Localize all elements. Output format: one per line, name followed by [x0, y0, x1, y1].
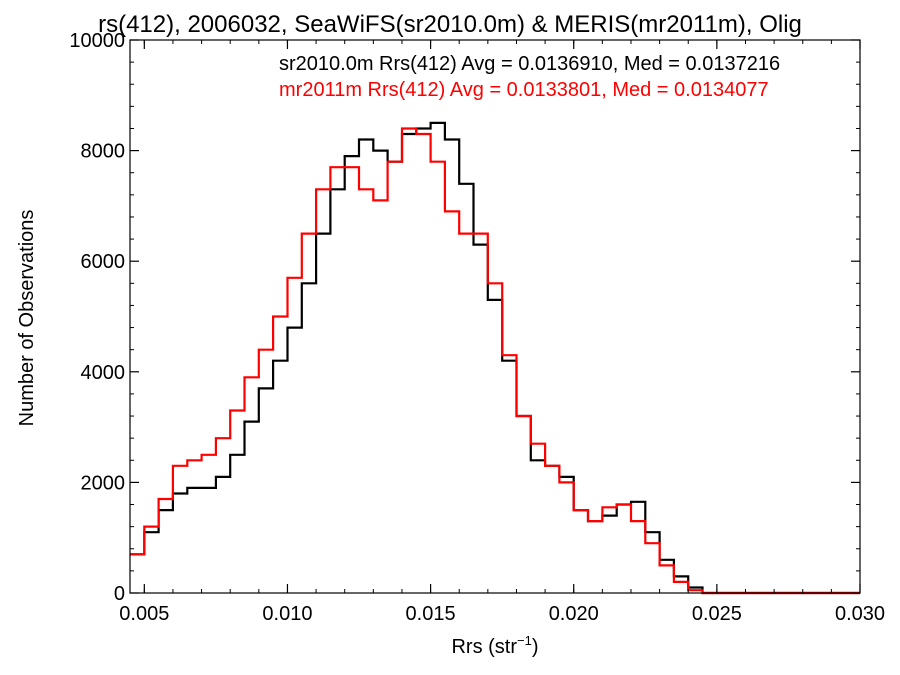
- x-tick-label: 0.030: [835, 603, 885, 625]
- legend-entry-mr2011: mr2011m Rrs(412) Avg = 0.0133801, Med = …: [279, 79, 769, 101]
- plot-frame: [129, 39, 861, 594]
- legend-entry-sr2010: sr2010.0m Rrs(412) Avg = 0.0136910, Med …: [279, 53, 780, 75]
- x-axis-label-main: Rrs (str: [451, 636, 517, 658]
- y-tick-label: 0: [114, 583, 125, 605]
- x-tick-label: 0.015: [406, 603, 456, 625]
- series-line-1: [130, 127, 860, 595]
- x-axis-label-close: ): [532, 636, 539, 658]
- y-tick-label: 6000: [81, 251, 126, 273]
- y-tick-label: 4000: [81, 362, 126, 384]
- x-tick-label: 0.005: [119, 603, 169, 625]
- y-tick-label: 2000: [81, 472, 126, 494]
- chart-title: rs(412), 2006032, SeaWiFS(sr2010.0m) & M…: [98, 11, 802, 38]
- y-tick-label: 10000: [69, 30, 125, 52]
- x-tick-label: 0.025: [692, 603, 742, 625]
- x-tick-label: 0.010: [262, 603, 312, 625]
- plot-axes: 0.005 0.010 0.015 0.020 0.025 0.030 0 2000 4000 6…: [69, 30, 885, 625]
- y-axis-label: Number of Observations: [16, 210, 38, 427]
- x-axis-label-sup: −1: [517, 633, 532, 648]
- plot-marks: [130, 121, 860, 595]
- x-axis-label: Rrs (str−1): [451, 633, 538, 658]
- series-line-0: [130, 121, 860, 595]
- x-tick-label: 0.020: [549, 603, 599, 625]
- y-tick-label: 8000: [81, 141, 126, 163]
